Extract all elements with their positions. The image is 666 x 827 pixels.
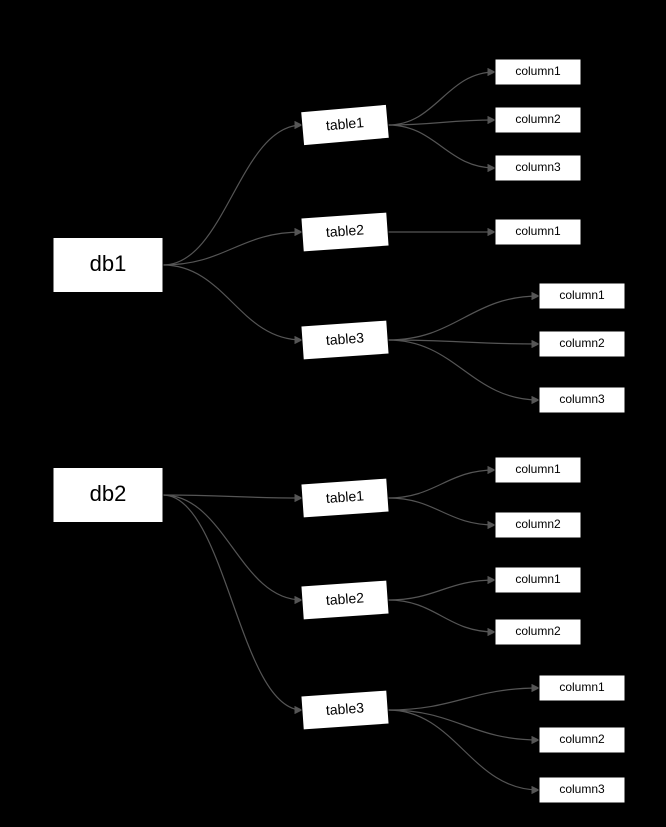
column-node: column2 — [495, 107, 581, 133]
table-node: table2 — [301, 212, 389, 252]
node-label: column3 — [559, 392, 605, 406]
node-label: table1 — [325, 487, 364, 506]
edges-layer — [163, 72, 539, 790]
column-node: column1 — [539, 675, 625, 701]
column-node: column1 — [495, 457, 581, 483]
edge — [388, 498, 495, 525]
edge — [163, 495, 302, 498]
edge — [388, 688, 539, 710]
node-label: column1 — [515, 572, 561, 586]
node-label: column2 — [515, 517, 561, 531]
table-node: table1 — [301, 478, 389, 518]
edge — [388, 296, 539, 340]
edge — [163, 495, 302, 600]
table-node: table2 — [301, 580, 389, 620]
edge — [163, 265, 302, 340]
database-schema-tree-diagram: db1 db2 table1 table2 table3 table1 table2 tabl… — [0, 0, 666, 827]
edge — [388, 470, 495, 498]
node-label: table2 — [325, 221, 364, 240]
table-node: table3 — [301, 320, 389, 360]
column-node: column1 — [539, 283, 625, 309]
column-node: column1 — [495, 567, 581, 593]
edge — [388, 710, 539, 740]
node-label: column2 — [559, 732, 605, 746]
table-node: table1 — [301, 104, 390, 145]
column-node: column3 — [539, 387, 625, 413]
edge — [388, 600, 495, 632]
node-label: column3 — [559, 782, 605, 796]
node-label: column1 — [559, 680, 605, 694]
edge — [163, 232, 302, 265]
node-label: column1 — [559, 288, 605, 302]
column-node: column3 — [495, 155, 581, 181]
node-label: db2 — [90, 481, 127, 506]
node-label: column3 — [515, 160, 561, 174]
db-node: db1 — [53, 238, 163, 293]
node-label: column2 — [515, 112, 561, 126]
db-node: db2 — [53, 468, 163, 523]
edge — [388, 710, 539, 790]
node-label: table3 — [325, 329, 364, 348]
edge — [388, 580, 495, 600]
column-node: column3 — [539, 777, 625, 803]
table-node: table3 — [301, 690, 389, 730]
node-label: column1 — [515, 462, 561, 476]
column-node: column1 — [495, 59, 581, 85]
node-label: table1 — [325, 114, 365, 133]
edge — [163, 125, 302, 265]
edge — [163, 495, 302, 710]
column-node: column2 — [539, 331, 625, 357]
node-label: table2 — [325, 589, 364, 608]
column-node: column2 — [539, 727, 625, 753]
node-label: column2 — [559, 336, 605, 350]
edge — [388, 72, 495, 125]
nodes-layer: db1 db2 table1 table2 table3 table1 table2 tabl… — [53, 59, 625, 803]
node-label: column1 — [515, 224, 561, 238]
node-label: column2 — [515, 624, 561, 638]
column-node: column1 — [495, 219, 581, 245]
edge — [388, 340, 539, 400]
node-label: table3 — [325, 699, 364, 718]
column-node: column2 — [495, 512, 581, 538]
node-label: column1 — [515, 64, 561, 78]
edge — [388, 125, 495, 168]
node-label: db1 — [90, 251, 127, 276]
column-node: column2 — [495, 619, 581, 645]
